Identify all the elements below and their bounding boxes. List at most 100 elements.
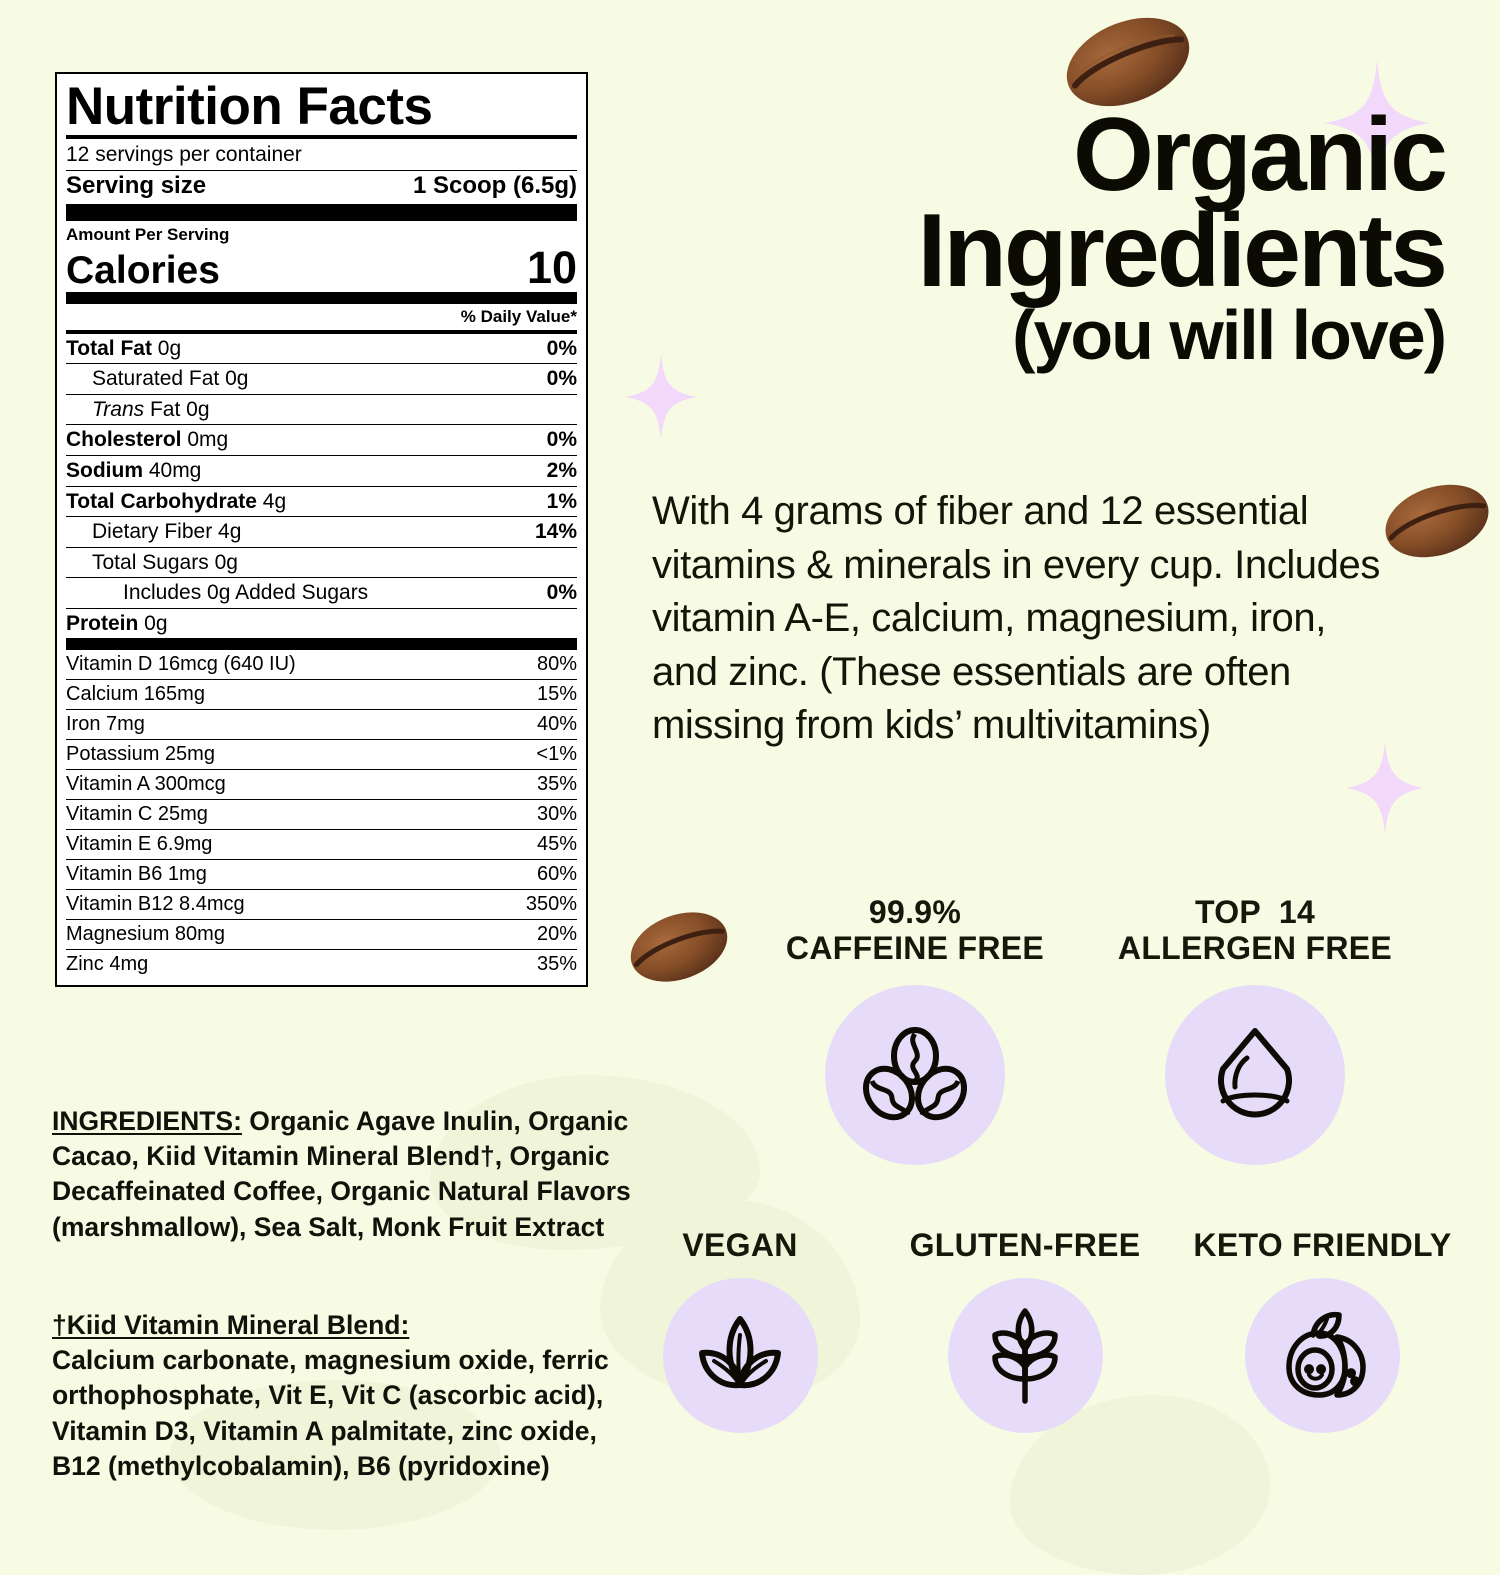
body-copy-text: With 4 grams of fiber and 12 essential v…: [652, 489, 1380, 748]
daily-value-header: % Daily Value*: [460, 306, 577, 326]
blend-heading: †Kiid Vitamin Mineral Blend:: [52, 1310, 410, 1340]
nutrient-daily-value: 14%: [534, 520, 577, 544]
calories-label: Calories: [66, 248, 220, 292]
body-copy: With 4 grams of fiber and 12 essential v…: [652, 485, 1382, 753]
nutrient-name: Sodium 40mg: [66, 459, 202, 482]
vitamin-name: Vitamin B12 8.4mcg: [66, 893, 245, 916]
vitamin-row: Vitamin D 16mcg (640 IU) 80%: [66, 650, 577, 679]
badge-allergen-label: TOP 14 ALLERGEN FREE: [1117, 894, 1393, 966]
nutrient-row: Sodium 40mg 2%: [66, 456, 577, 486]
vitamin-daily-value: 45%: [536, 833, 577, 856]
vitamin-daily-value: 35%: [536, 953, 577, 976]
nutrient-row: Total Sugars 0g: [66, 548, 577, 578]
sparkle-icon: [1318, 58, 1436, 188]
nutrient-rows: Total Fat 0g 0% Saturated Fat 0g 0% Trans Fa…: [66, 334, 577, 638]
nutrient-row: Includes 0g Added Sugars 0%: [66, 578, 577, 608]
vitamin-row: Vitamin E 6.9mg 45%: [66, 830, 577, 859]
vitamin-row: Potassium 25mg <1%: [66, 740, 577, 769]
nutrient-name: Protein 0g: [66, 611, 168, 635]
ingredients-heading: INGREDIENTS:: [52, 1106, 242, 1136]
vitamin-daily-value: 35%: [536, 773, 577, 796]
nutrient-row: Cholesterol 0mg 0%: [66, 425, 577, 455]
badge-caffeine-label: 99.9% CAFFEINE FREE: [785, 894, 1045, 966]
vitamin-daily-value: 40%: [536, 713, 577, 736]
nutrient-daily-value: 0%: [546, 336, 577, 360]
nutrient-name: Trans Fat 0g: [92, 397, 210, 421]
vitamin-rows: Vitamin D 16mcg (640 IU) 80% Calcium 165mg…: [66, 650, 577, 979]
coffee-bean-icon: [1378, 478, 1496, 564]
vitamin-name: Vitamin B6 1mg: [66, 863, 207, 886]
nutrient-name: Total Fat 0g: [66, 336, 182, 360]
calories-value: 10: [526, 241, 577, 293]
vitamin-daily-value: 80%: [536, 653, 577, 676]
servings-per-container: 12 servings per container: [66, 142, 302, 166]
badge-vegan-label: VEGAN: [682, 1227, 798, 1263]
vitamin-name: Vitamin C 25mg: [66, 803, 208, 826]
blend-body: Calcium carbonate, magnesium oxide, ferr…: [52, 1345, 609, 1481]
wheat-icon: [947, 1277, 1103, 1433]
coffee-bean-icon: [624, 906, 734, 988]
badge-keto-friendly: KETO FRIENDLY: [1185, 1227, 1460, 1433]
vitamin-name: Vitamin D 16mcg (640 IU): [66, 653, 296, 676]
badge-caffeine-free: 99.9% CAFFEINE FREE: [770, 894, 1060, 1165]
vitamin-row: Magnesium 80mg 20%: [66, 920, 577, 949]
vitamin-row: Vitamin B12 8.4mcg 350%: [66, 890, 577, 919]
headline-line-2: Ingredients: [917, 192, 1448, 309]
vitamin-row: Vitamin A 300mcg 35%: [66, 770, 577, 799]
nutrient-row: Total Fat 0g 0%: [66, 334, 577, 364]
calories-row: Calories 10: [66, 245, 577, 292]
vitamin-name: Zinc 4mg: [66, 953, 149, 976]
vitamin-row: Zinc 4mg 35%: [66, 950, 577, 979]
blend-heading-line: †Kiid Vitamin Mineral Blend:: [52, 1308, 632, 1343]
amount-per-serving-label: Amount Per Serving: [66, 224, 230, 244]
badge-keto-label: KETO FRIENDLY: [1193, 1227, 1452, 1263]
nutrient-row: Trans Fat 0g: [66, 395, 577, 425]
nutrient-daily-value: 2%: [546, 459, 577, 482]
infographic-canvas: Nutrition Facts 12 servings per containe…: [52, 12, 1496, 1484]
badge-allergen-free: TOP 14 ALLERGEN FREE: [1095, 894, 1415, 1165]
vitamin-name: Iron 7mg: [66, 713, 145, 736]
vitamin-daily-value: 350%: [525, 893, 577, 916]
vitamin-daily-value: 15%: [536, 683, 577, 706]
vitamin-row: Vitamin C 25mg 30%: [66, 800, 577, 829]
serving-size-row: Serving size 1 Scoop (6.5g): [66, 171, 577, 204]
sparkle-icon: [622, 352, 700, 442]
serving-size-value: 1 Scoop (6.5g): [412, 171, 577, 199]
nutrient-daily-value: 0%: [546, 428, 577, 452]
vitamin-row: Calcium 165mg 15%: [66, 680, 577, 709]
nutrient-daily-value: 0%: [546, 367, 577, 391]
badge-gluten-label: GLUTEN-FREE: [909, 1227, 1141, 1263]
nutrient-name: Cholesterol 0mg: [66, 428, 229, 452]
nutrient-daily-value: 1%: [546, 489, 577, 513]
vitamin-name: Calcium 165mg: [66, 683, 205, 706]
vitamin-daily-value: 60%: [536, 863, 577, 886]
nutrient-name: Includes 0g Added Sugars: [123, 581, 369, 605]
ingredients-paragraph: INGREDIENTS: Organic Agave Inulin, Organ…: [52, 1104, 632, 1245]
nutrient-daily-value: 0%: [546, 581, 577, 605]
vitamin-name: Magnesium 80mg: [66, 923, 225, 946]
coffee-bean-icon: [1057, 12, 1199, 112]
nutrient-row: Protein 0g: [66, 609, 577, 639]
vitamin-name: Vitamin E 6.9mg: [66, 833, 213, 856]
vitamin-name: Vitamin A 300mcg: [66, 773, 226, 796]
allergen-droplet-icon: [1165, 984, 1345, 1165]
nutrition-facts-panel: Nutrition Facts 12 servings per containe…: [55, 72, 588, 988]
ingredients-body: Organic Agave Inulin, Organic Cacao, Kii…: [52, 1106, 631, 1242]
nutrient-name: Total Carbohydrate 4g: [66, 489, 287, 513]
sparkle-icon: [1343, 740, 1427, 836]
serving-size-label: Serving size: [66, 171, 207, 199]
vitamin-row: Vitamin B6 1mg 60%: [66, 860, 577, 889]
coffee-beans-icon: [825, 984, 1005, 1165]
nutrient-row: Total Carbohydrate 4g 1%: [66, 487, 577, 517]
page-title: Organic Ingredients (you will love): [635, 103, 1448, 375]
vitamin-name: Potassium 25mg: [66, 743, 215, 766]
vitamin-mineral-blend-block: †Kiid Vitamin Mineral Blend: Calcium car…: [52, 1308, 632, 1484]
vitamin-row: Iron 7mg 40%: [66, 710, 577, 739]
headline-line-3: (you will love): [1012, 296, 1447, 375]
nutrient-name: Saturated Fat 0g: [92, 367, 249, 391]
vitamin-daily-value: 30%: [536, 803, 577, 826]
nutrient-row: Dietary Fiber 4g 14%: [66, 517, 577, 547]
nutrient-name: Total Sugars 0g: [92, 550, 238, 574]
nutrient-row: Saturated Fat 0g 0%: [66, 364, 577, 394]
nutrition-facts-title: Nutrition Facts: [66, 77, 433, 136]
